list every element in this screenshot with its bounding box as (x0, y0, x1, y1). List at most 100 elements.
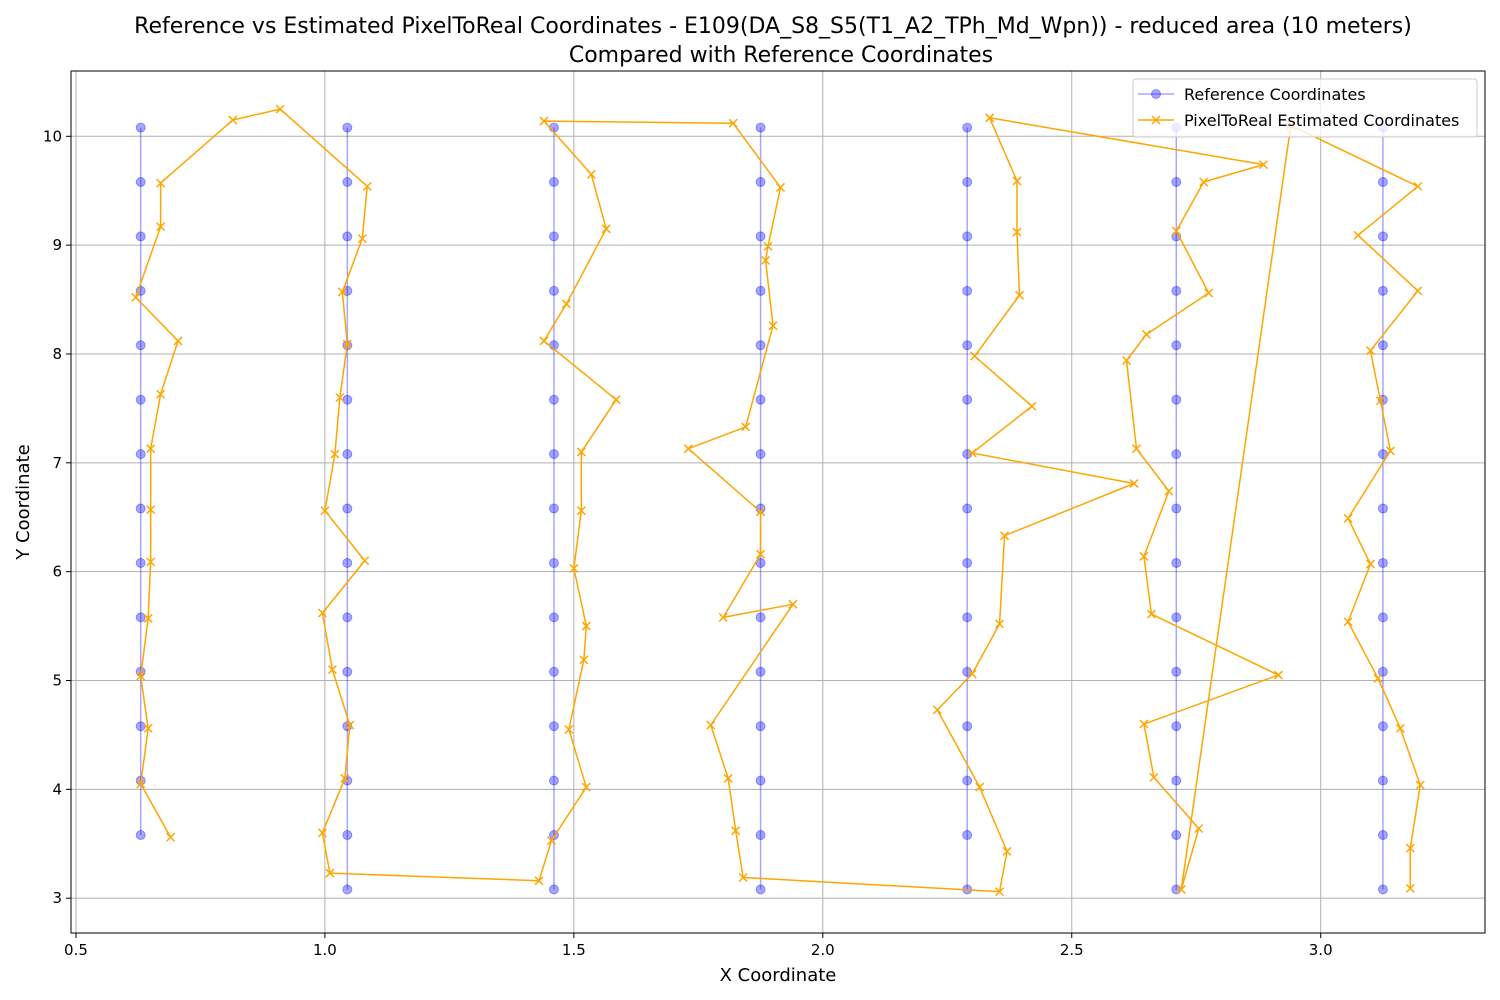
reference-point (962, 721, 973, 732)
reference-point (1171, 394, 1182, 405)
reference-point (755, 775, 766, 786)
estimated-point (317, 828, 327, 838)
estimated-line (134, 108, 1422, 893)
estimated-point (788, 599, 798, 609)
reference-point (1377, 775, 1388, 786)
estimated-point (1027, 401, 1037, 411)
y-tick-label: 8 (52, 345, 62, 363)
estimated-point (166, 832, 176, 842)
reference-point (1171, 830, 1182, 841)
estimated-point (156, 389, 166, 399)
estimated-point (173, 336, 183, 346)
reference-point (342, 394, 353, 405)
y-tick-label: 4 (52, 780, 62, 798)
reference-point (342, 231, 353, 242)
estimated-point (738, 872, 748, 883)
estimated-point (320, 506, 330, 516)
reference-point (135, 721, 146, 732)
reference-point (755, 177, 766, 188)
reference-point (342, 612, 353, 623)
reference-point (1377, 503, 1388, 514)
y-axis-label: Y Coordinate (13, 444, 34, 560)
reference-point (1377, 231, 1388, 242)
reference-point (1171, 884, 1182, 895)
chart-subtitle: Compared with Reference Coordinates (569, 43, 993, 68)
estimated-point (1002, 846, 1012, 856)
estimated-point (569, 563, 579, 573)
reference-point (962, 612, 973, 623)
legend-box (1132, 78, 1478, 138)
x-tick-label: 0.5 (64, 941, 88, 959)
reference-point (1377, 340, 1388, 351)
estimated-point (1365, 559, 1376, 569)
x-tick-label: 2.0 (811, 941, 835, 959)
reference-point (548, 394, 559, 405)
estimated-point (601, 224, 611, 234)
reference-point (962, 557, 973, 568)
estimated-point (756, 507, 766, 517)
estimated-point (357, 234, 367, 244)
estimated-point (706, 720, 716, 730)
reference-point (548, 503, 559, 514)
estimated-point (576, 506, 586, 516)
legend-reference-label: Reference Coordinates (1184, 85, 1366, 104)
reference-point (962, 666, 973, 677)
estimated-point (1199, 177, 1209, 187)
reference-point (548, 285, 559, 296)
x-tick-label: 1.5 (562, 941, 586, 959)
estimated-point (1141, 329, 1151, 339)
reference-point (548, 177, 559, 188)
estimated-point (723, 773, 733, 783)
reference-point (342, 666, 353, 677)
estimated-point (561, 299, 571, 309)
x-tick-label: 1.0 (313, 941, 337, 959)
estimated-point (1395, 723, 1405, 733)
reference-point (962, 285, 973, 296)
estimated-point (1012, 227, 1022, 237)
estimated-point (143, 723, 153, 733)
estimated-point (136, 671, 146, 681)
estimated-point (967, 448, 977, 458)
estimated-point (156, 178, 166, 188)
axis-ticks: 0.5 1.0 1.5 2.0 2.5 3.0 3 4 5 6 7 8 9 10 (43, 127, 1333, 959)
estimated-point (728, 118, 738, 128)
reference-point (1171, 340, 1182, 351)
estimated-point (1149, 772, 1159, 782)
reference-point (548, 775, 559, 786)
estimated-point (1164, 486, 1174, 496)
estimated-point (581, 621, 591, 631)
reference-point (1171, 557, 1182, 568)
estimated-point (1405, 883, 1415, 893)
reference-point (1171, 285, 1182, 296)
reference-point (548, 557, 559, 568)
reference-point (1171, 666, 1182, 677)
legend-estimated-label: PixelToReal Estimated Coordinates (1184, 111, 1459, 130)
reference-point (342, 884, 353, 895)
legend: Reference Coordinates PixelToReal Estima… (1132, 78, 1478, 138)
estimated-point (564, 724, 574, 735)
reference-point (1377, 830, 1388, 841)
estimated-point (146, 557, 156, 567)
estimated-point (1405, 843, 1415, 853)
estimated-point (1375, 396, 1385, 406)
reference-point (548, 612, 559, 623)
reference-point (962, 830, 973, 841)
y-tick-label: 7 (52, 454, 62, 472)
reference-point (135, 612, 146, 623)
reference-point (755, 122, 766, 133)
estimated-point (143, 613, 153, 623)
estimated-point (1014, 290, 1025, 300)
reference-point (1377, 557, 1388, 568)
estimated-point (932, 705, 942, 715)
estimated-point (1121, 355, 1132, 366)
reference-point (1171, 177, 1182, 188)
estimated-point (995, 619, 1005, 629)
plot-area-frame (70, 70, 1486, 934)
estimated-point (1413, 181, 1423, 191)
reference-point (548, 884, 559, 895)
estimated-point (611, 395, 621, 405)
reference-point (755, 612, 766, 623)
reference-point (135, 177, 146, 188)
